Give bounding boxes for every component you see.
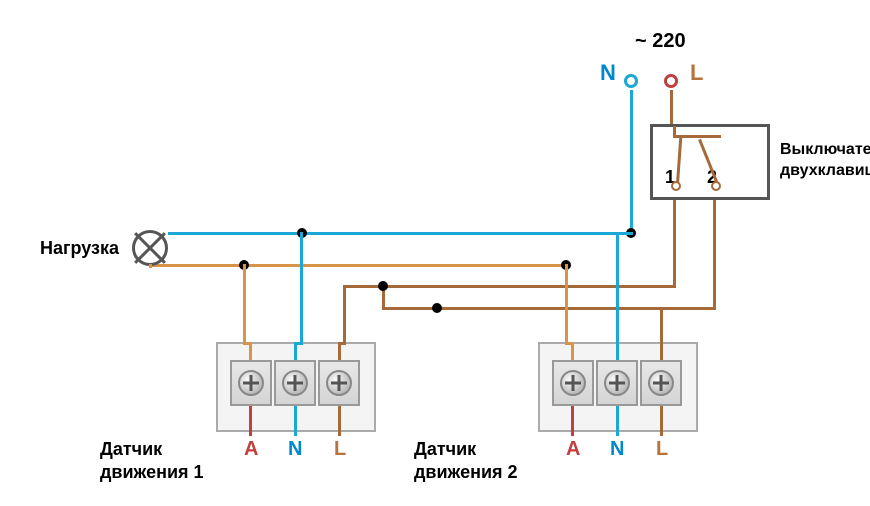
wire-s2-a-tail [571,406,574,436]
wire-s1-n-jog [294,342,303,345]
supply-l-label: L [690,60,703,86]
wire-n-bus [168,232,633,235]
supply-voltage-label: ~ 220 [635,30,686,53]
sensor1-terminal-n [274,360,316,406]
wire-s1-a-up [243,264,246,342]
screw-icon [560,370,586,396]
switch-label: Выключатель двухклавишный [780,140,870,182]
screw-icon [326,370,352,396]
wire-n-drop [630,90,633,232]
screw-icon [238,370,264,396]
supply-l-terminal [664,74,678,88]
wire-s2-l-jogtop [660,307,716,310]
node-l-cross [378,281,388,291]
sensor1-label-line2: движения 1 [100,462,204,482]
wire-l-bus-1 [343,285,676,288]
wire-s2-l-in [660,342,663,360]
wire-s2-l-up [660,307,663,342]
wire-s1-n-up [300,232,303,342]
sensor2-label-line1: Датчик [414,439,476,459]
supply-n-terminal [624,74,638,88]
wire-s2-n-jogtop [616,232,633,235]
sensor2-label: Датчик движения 2 [414,438,518,483]
switch-lever-1 [676,136,682,184]
wire-s1-l-tail [338,406,341,436]
switch-pin1-ring [671,181,681,191]
sensor1-terminal-a [230,360,272,406]
wire-s2-a-up [565,264,568,342]
screw-icon [282,370,308,396]
sensor2-a-label: A [566,438,580,461]
sensor2-label-line2: движения 2 [414,462,518,482]
sensor1-a-label: A [244,438,258,461]
wire-sw2-drop [713,200,716,307]
sensor2-terminal-l [640,360,682,406]
sensor2-terminals [552,360,682,406]
wire-s2-l-tail [660,406,663,436]
wire-s1-l-up [343,285,346,342]
sensor2-terminal-a [552,360,594,406]
node-l2-cross [432,303,442,313]
sensor1-terminal-l [318,360,360,406]
wiring-diagram: ~ 220 N L 1 2 Выключатель двухклавишный [0,0,870,506]
load-symbol [132,230,168,266]
wire-l-drop-to-switch [670,90,673,126]
wire-s2-n-up [616,232,619,342]
sensor1-label: Датчик движения 1 [100,438,204,483]
double-switch: 1 2 [650,124,770,200]
screw-icon [604,370,630,396]
switch-pin2-ring [711,181,721,191]
switch-common-bar [673,135,721,138]
sensor2-n-label: N [610,438,624,461]
sensor2-l-label: L [656,438,668,461]
wire-load-stub [149,264,152,268]
wire-sw1-drop [673,200,676,285]
switch-label-line1: Выключатель [780,141,870,158]
wire-s1-l-jog [338,342,346,345]
wire-s2-a-jog [565,342,574,345]
sensor1-l-label: L [334,438,346,461]
wire-s2-n-tail [616,406,619,436]
supply-n-label: N [600,60,616,86]
wire-s1-n-tail [294,406,297,436]
sensor1-terminals [230,360,360,406]
wire-s1-a-tail [249,406,252,436]
wire-s1-a-jog [243,342,252,345]
wire-load-bus [150,264,566,267]
switch-label-line2: двухклавишный [780,162,870,179]
screw-icon [648,370,674,396]
load-label: Нагрузка [40,238,119,259]
wire-s2-n-in [616,342,619,360]
sensor1-n-label: N [288,438,302,461]
sensor2-terminal-n [596,360,638,406]
sensor1-label-line1: Датчик [100,439,162,459]
